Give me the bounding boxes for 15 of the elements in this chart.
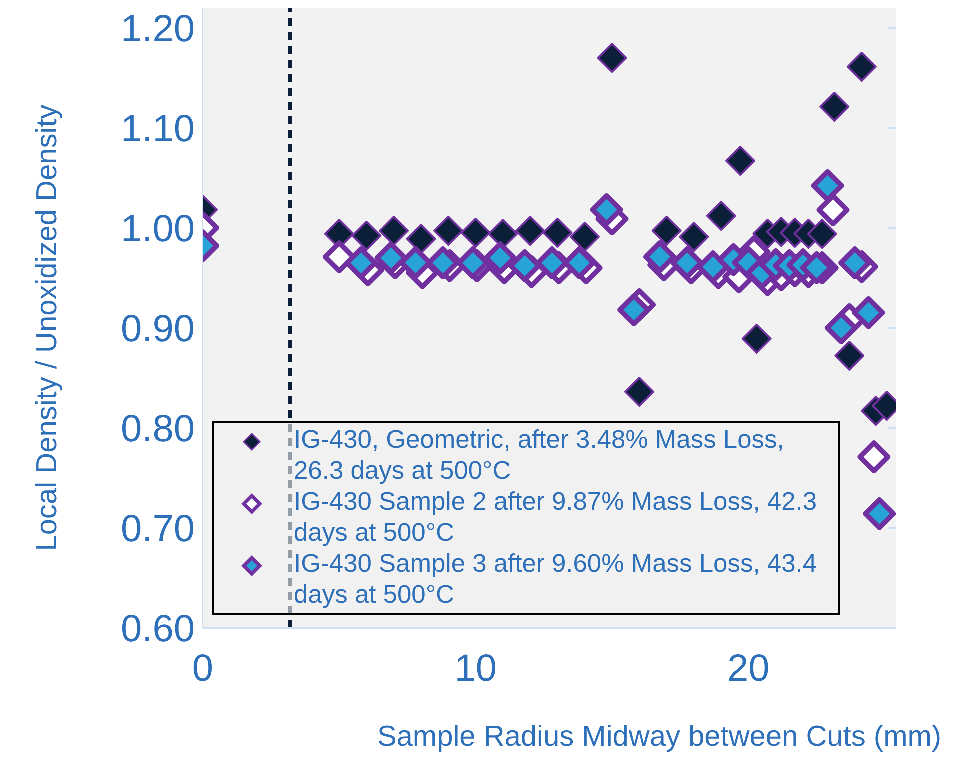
y-tick-label: 1.10: [121, 108, 195, 150]
y-axis-title: Local Density / Unoxidized Density: [31, 104, 64, 552]
y-tick-label: 0.70: [121, 508, 195, 550]
legend-label: IG-430 Sample 2 after 9.87% Mass Loss, 42.3 days at 500°C: [294, 487, 818, 549]
y-tick-label: 1.20: [121, 8, 195, 50]
y-tick-label: 0.60: [121, 608, 195, 650]
y-tick-label: 0.90: [121, 308, 195, 350]
legend-label: IG-430, Geometric, after 3.48% Mass Loss, 26.3 days at 500°C: [294, 425, 786, 487]
y-tick-label: 0.80: [121, 408, 195, 450]
y-tick-label: 1.00: [121, 208, 195, 250]
legend-label: IG-430 Sample 3 after 9.60% Mass Loss, 43.4 days at 500°C: [294, 549, 818, 611]
x-tick-label: 0: [192, 648, 214, 690]
x-tick-label: 20: [728, 648, 770, 690]
x-axis-title: Sample Radius Midway between Cuts (mm): [377, 721, 942, 753]
x-tick-label: 10: [454, 648, 497, 690]
